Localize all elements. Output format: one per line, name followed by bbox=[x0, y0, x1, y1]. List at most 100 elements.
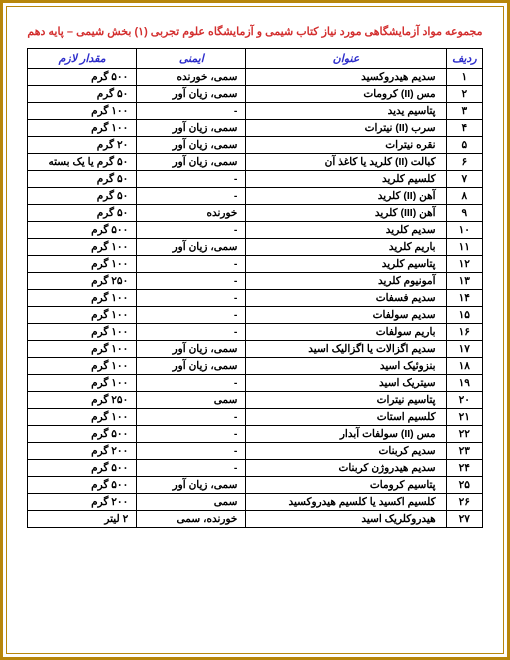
table-row: ۱۲پتاسیم کلرید-۱۰۰ گرم bbox=[28, 256, 483, 273]
row-number: ۱۷ bbox=[446, 341, 482, 358]
row-title: کلسیم کلرید bbox=[246, 171, 446, 188]
row-safety: - bbox=[137, 443, 246, 460]
row-number: ۱۰ bbox=[446, 222, 482, 239]
row-safety: - bbox=[137, 375, 246, 392]
row-number: ۹ bbox=[446, 205, 482, 222]
row-safety: - bbox=[137, 188, 246, 205]
row-amount: ۲۰۰ گرم bbox=[28, 494, 137, 511]
row-number: ۱ bbox=[446, 69, 482, 86]
row-safety: - bbox=[137, 222, 246, 239]
row-amount: ۱۰۰ گرم bbox=[28, 324, 137, 341]
row-title: پتاسیم کلرید bbox=[246, 256, 446, 273]
row-number: ۲۶ bbox=[446, 494, 482, 511]
row-number: ۱۲ bbox=[446, 256, 482, 273]
row-safety: - bbox=[137, 426, 246, 443]
row-number: ۶ bbox=[446, 154, 482, 171]
table-row: ۲۰پتاسیم نیتراتسمی۲۵۰ گرم bbox=[28, 392, 483, 409]
row-amount: ۱۰۰ گرم bbox=[28, 103, 137, 120]
row-amount: ۵۰ گرم bbox=[28, 86, 137, 103]
row-safety: - bbox=[137, 409, 246, 426]
table-row: ۱۱باریم کلریدسمی، زیان آور۱۰۰ گرم bbox=[28, 239, 483, 256]
row-amount: ۵۰ گرم یا یک بسته bbox=[28, 154, 137, 171]
row-title: بنزوئیک اسید bbox=[246, 358, 446, 375]
row-number: ۱۱ bbox=[446, 239, 482, 256]
row-amount: ۵۰۰ گرم bbox=[28, 477, 137, 494]
table-row: ۷کلسیم کلرید-۵۰ گرم bbox=[28, 171, 483, 188]
table-row: ۹آهن (III) کلریدخورنده۵۰ گرم bbox=[28, 205, 483, 222]
row-amount: ۲۰ گرم bbox=[28, 137, 137, 154]
table-row: ۱۵سدیم سولفات-۱۰۰ گرم bbox=[28, 307, 483, 324]
table-row: ۱۷سدیم اگزالات یا اگزالیک اسیدسمی، زیان … bbox=[28, 341, 483, 358]
row-number: ۱۹ bbox=[446, 375, 482, 392]
row-title: کلسیم اکسید یا کلسیم هیدروکسید bbox=[246, 494, 446, 511]
table-row: ۲مس (II) کروماتسمی، زیان آور۵۰ گرم bbox=[28, 86, 483, 103]
row-number: ۸ bbox=[446, 188, 482, 205]
row-amount: ۱۰۰ گرم bbox=[28, 290, 137, 307]
row-number: ۲۱ bbox=[446, 409, 482, 426]
col-safety: ایمنی bbox=[137, 49, 246, 69]
row-safety: سمی، زیان آور bbox=[137, 120, 246, 137]
row-title: سدیم هیدروکسید bbox=[246, 69, 446, 86]
row-safety: سمی، زیان آور bbox=[137, 358, 246, 375]
row-safety: سمی، زیان آور bbox=[137, 154, 246, 171]
row-number: ۲۳ bbox=[446, 443, 482, 460]
row-title: آمونیوم کلرید bbox=[246, 273, 446, 290]
row-amount: ۵۰ گرم bbox=[28, 205, 137, 222]
row-title: سدیم فسفات bbox=[246, 290, 446, 307]
table-row: ۸آهن (II) کلرید-۵۰ گرم bbox=[28, 188, 483, 205]
row-amount: ۱۰۰ گرم bbox=[28, 341, 137, 358]
row-title: پتاسیم کرومات bbox=[246, 477, 446, 494]
row-safety: سمی، خورنده bbox=[137, 69, 246, 86]
row-title: نقره نیترات bbox=[246, 137, 446, 154]
row-title: آهن (II) کلرید bbox=[246, 188, 446, 205]
row-title: پتاسیم یدید bbox=[246, 103, 446, 120]
row-amount: ۱۰۰ گرم bbox=[28, 375, 137, 392]
row-amount: ۱۰۰ گرم bbox=[28, 256, 137, 273]
row-amount: ۵۰ گرم bbox=[28, 171, 137, 188]
row-safety: - bbox=[137, 460, 246, 477]
row-number: ۲۰ bbox=[446, 392, 482, 409]
row-number: ۵ bbox=[446, 137, 482, 154]
row-number: ۱۶ bbox=[446, 324, 482, 341]
row-title: سدیم اگزالات یا اگزالیک اسید bbox=[246, 341, 446, 358]
row-title: آهن (III) کلرید bbox=[246, 205, 446, 222]
row-title: سرب (II) نیترات bbox=[246, 120, 446, 137]
row-number: ۲۵ bbox=[446, 477, 482, 494]
row-title: سدیم سولفات bbox=[246, 307, 446, 324]
table-row: ۱۰سدیم کلرید-۵۰۰ گرم bbox=[28, 222, 483, 239]
row-safety: خورنده، سمی bbox=[137, 511, 246, 528]
table-row: ۲۲مس (II) سولفات آبدار-۵۰۰ گرم bbox=[28, 426, 483, 443]
row-amount: ۵۰ گرم bbox=[28, 188, 137, 205]
table-row: ۱۴سدیم فسفات-۱۰۰ گرم bbox=[28, 290, 483, 307]
row-number: ۱۳ bbox=[446, 273, 482, 290]
table-row: ۶کبالت (II) کلرید یا کاغذ آنسمی، زیان آو… bbox=[28, 154, 483, 171]
row-amount: ۱۰۰ گرم bbox=[28, 409, 137, 426]
row-number: ۱۵ bbox=[446, 307, 482, 324]
row-amount: ۵۰۰ گرم bbox=[28, 426, 137, 443]
table-row: ۵نقره نیتراتسمی، زیان آور۲۰ گرم bbox=[28, 137, 483, 154]
table-row: ۲۳سدیم کربنات-۲۰۰ گرم bbox=[28, 443, 483, 460]
row-number: ۱۴ bbox=[446, 290, 482, 307]
table-row: ۱۹سیتریک اسید-۱۰۰ گرم bbox=[28, 375, 483, 392]
table-row: ۴سرب (II) نیتراتسمی، زیان آور۱۰۰ گرم bbox=[28, 120, 483, 137]
row-number: ۲۷ bbox=[446, 511, 482, 528]
row-title: سدیم کربنات bbox=[246, 443, 446, 460]
row-safety: - bbox=[137, 103, 246, 120]
row-title: باریم کلرید bbox=[246, 239, 446, 256]
row-safety: - bbox=[137, 324, 246, 341]
table-row: ۱۶باریم سولفات-۱۰۰ گرم bbox=[28, 324, 483, 341]
table-row: ۱سدیم هیدروکسیدسمی، خورنده۵۰۰ گرم bbox=[28, 69, 483, 86]
row-safety: - bbox=[137, 256, 246, 273]
row-number: ۳ bbox=[446, 103, 482, 120]
row-safety: خورنده bbox=[137, 205, 246, 222]
row-amount: ۵۰۰ گرم bbox=[28, 69, 137, 86]
table-row: ۲۷هیدروکلریک اسیدخورنده، سمی۲ لیتر bbox=[28, 511, 483, 528]
row-safety: - bbox=[137, 290, 246, 307]
row-safety: سمی، زیان آور bbox=[137, 86, 246, 103]
row-number: ۲۲ bbox=[446, 426, 482, 443]
table-row: ۲۱کلسیم استات-۱۰۰ گرم bbox=[28, 409, 483, 426]
row-amount: ۱۰۰ گرم bbox=[28, 307, 137, 324]
table-row: ۲۴سدیم هیدروژن کربنات-۵۰۰ گرم bbox=[28, 460, 483, 477]
row-amount: ۵۰۰ گرم bbox=[28, 222, 137, 239]
row-number: ۱۸ bbox=[446, 358, 482, 375]
